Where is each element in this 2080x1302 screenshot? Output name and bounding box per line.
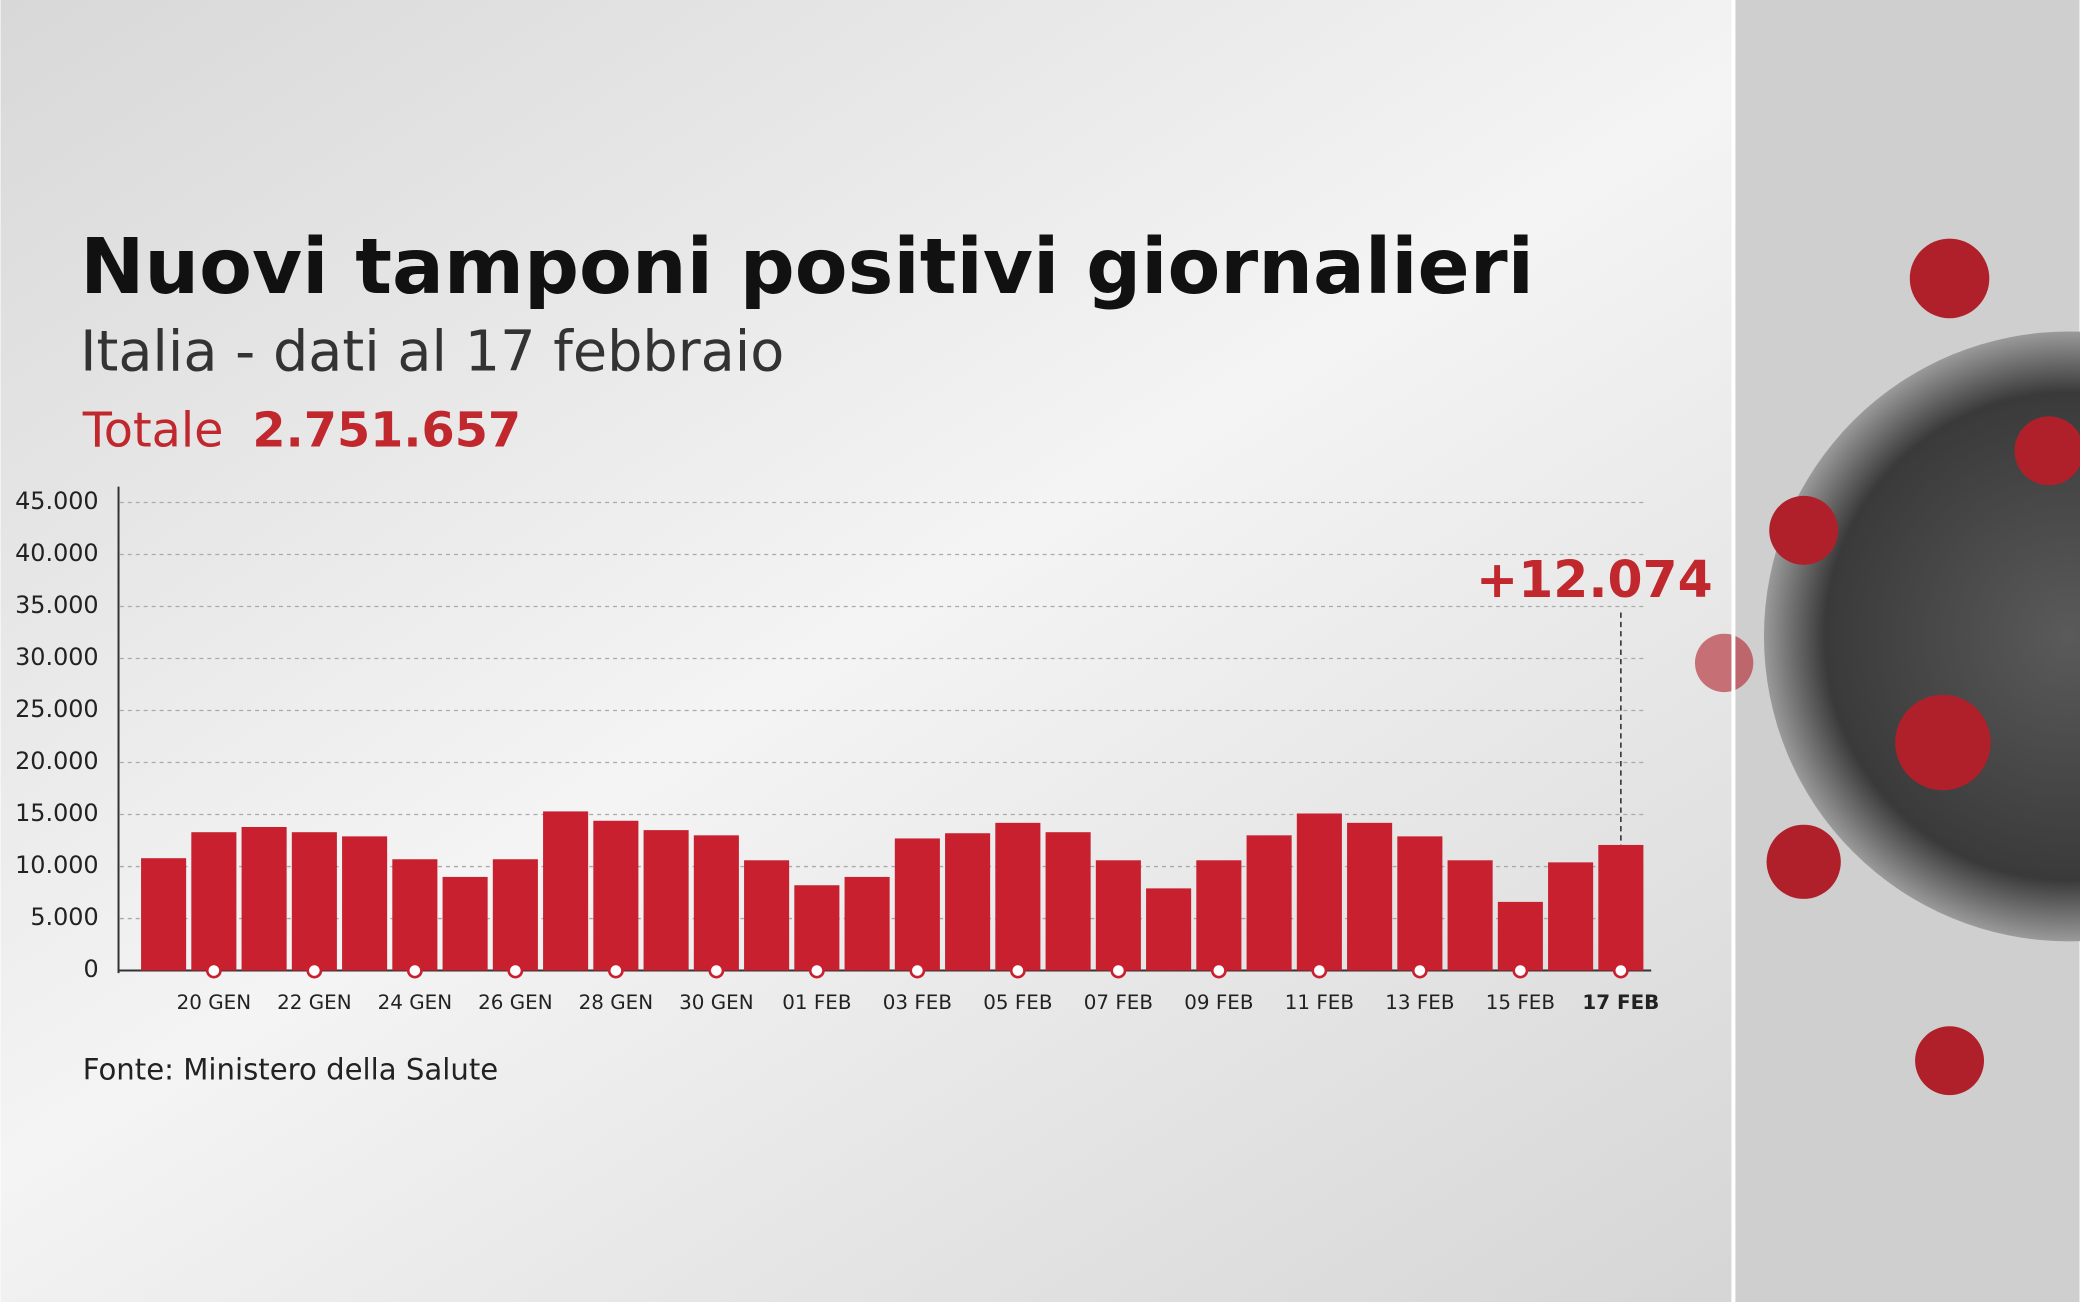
- bar: [442, 876, 488, 971]
- x-tick-label: 20 GEN: [177, 991, 251, 1014]
- bar: [342, 836, 388, 971]
- x-tick-label: 17 FEB: [1582, 991, 1659, 1014]
- x-tick-label: 05 FEB: [983, 991, 1052, 1014]
- bar: [1397, 836, 1443, 971]
- y-tick-label: 35.000: [15, 591, 98, 619]
- bar: [492, 859, 538, 971]
- bar: [291, 832, 337, 971]
- bar: [1246, 835, 1292, 971]
- bar: [593, 820, 639, 971]
- total-label: Totale: [82, 404, 224, 459]
- bar: [1447, 860, 1493, 971]
- chart-subtitle: Italia - dati al 17 febbraio: [80, 319, 784, 384]
- date-marker: [1612, 962, 1629, 979]
- bar: [1497, 901, 1543, 971]
- bar: [1296, 813, 1342, 971]
- virus-spikes: [1694, 238, 2080, 1096]
- x-tick-label: 22 GEN: [277, 991, 351, 1014]
- bar: [392, 859, 438, 971]
- bar: [894, 838, 940, 971]
- bar: [1598, 844, 1644, 971]
- date-marker: [507, 962, 524, 979]
- bar: [141, 858, 187, 971]
- x-tick-label: 07 FEB: [1084, 991, 1153, 1014]
- date-marker: [1210, 962, 1227, 979]
- y-tick-label: 25.000: [15, 695, 98, 723]
- y-tick-label: 45.000: [15, 487, 98, 515]
- date-marker: [1110, 962, 1127, 979]
- x-tick-label: 03 FEB: [883, 991, 952, 1014]
- x-tick-label: 30 GEN: [679, 991, 753, 1014]
- date-marker: [1512, 962, 1529, 979]
- bar: [744, 860, 790, 971]
- chart-title: Nuovi tamponi positivi giornalieri: [80, 223, 1534, 312]
- date-marker: [607, 962, 624, 979]
- bar: [643, 830, 689, 971]
- date-marker: [1411, 962, 1428, 979]
- bar: [1045, 832, 1091, 971]
- x-tick-label: 13 FEB: [1385, 991, 1454, 1014]
- bar: [693, 835, 739, 971]
- date-marker: [205, 962, 222, 979]
- bar: [794, 885, 840, 971]
- virus-image: [1764, 331, 2080, 942]
- date-marker: [306, 962, 323, 979]
- x-tick-label: 15 FEB: [1486, 991, 1555, 1014]
- x-tick-label: 01 FEB: [782, 991, 851, 1014]
- date-marker: [909, 962, 926, 979]
- bar: [995, 822, 1041, 971]
- date-marker: [1009, 962, 1026, 979]
- bar: [543, 811, 589, 971]
- value-label: +12.074: [1476, 550, 1713, 609]
- y-tick-label: 20.000: [15, 747, 98, 775]
- date-marker: [808, 962, 825, 979]
- bar: [1095, 860, 1141, 971]
- bar: [241, 827, 287, 971]
- bar: [191, 832, 237, 971]
- y-tick-label: 10.000: [15, 851, 98, 879]
- y-tick-label: 5.000: [30, 903, 98, 931]
- date-marker: [1311, 962, 1328, 979]
- date-marker: [708, 962, 725, 979]
- source: Fonte: Ministero della Salute: [83, 1052, 498, 1086]
- date-marker: [406, 962, 423, 979]
- bar: [1548, 862, 1594, 971]
- x-tick-label: 09 FEB: [1184, 991, 1253, 1014]
- x-tick-label: 24 GEN: [378, 991, 452, 1014]
- bar: [1196, 860, 1242, 971]
- bar: [1347, 822, 1393, 971]
- total-value: 2.751.657: [252, 404, 521, 459]
- y-tick-label: 15.000: [15, 799, 98, 827]
- x-tick-label: 26 GEN: [478, 991, 552, 1014]
- bar: [1146, 888, 1192, 971]
- y-tick-label: 0: [83, 955, 98, 983]
- y-tick-label: 40.000: [15, 539, 98, 567]
- bar: [844, 876, 890, 971]
- y-tick-label: 30.000: [15, 643, 98, 671]
- x-tick-label: 28 GEN: [579, 991, 653, 1014]
- x-tick-label: 11 FEB: [1285, 991, 1354, 1014]
- bar: [945, 833, 991, 971]
